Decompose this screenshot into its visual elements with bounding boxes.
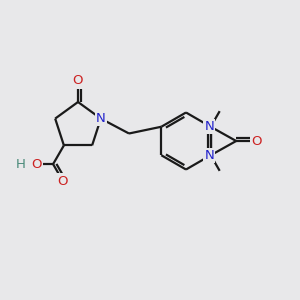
Text: H: H [16, 158, 26, 171]
Text: N: N [204, 120, 214, 133]
Text: O: O [73, 74, 83, 88]
Text: N: N [204, 149, 214, 162]
Text: O: O [251, 134, 262, 148]
Text: O: O [31, 158, 42, 171]
Text: O: O [58, 175, 68, 188]
Text: N: N [96, 112, 106, 125]
